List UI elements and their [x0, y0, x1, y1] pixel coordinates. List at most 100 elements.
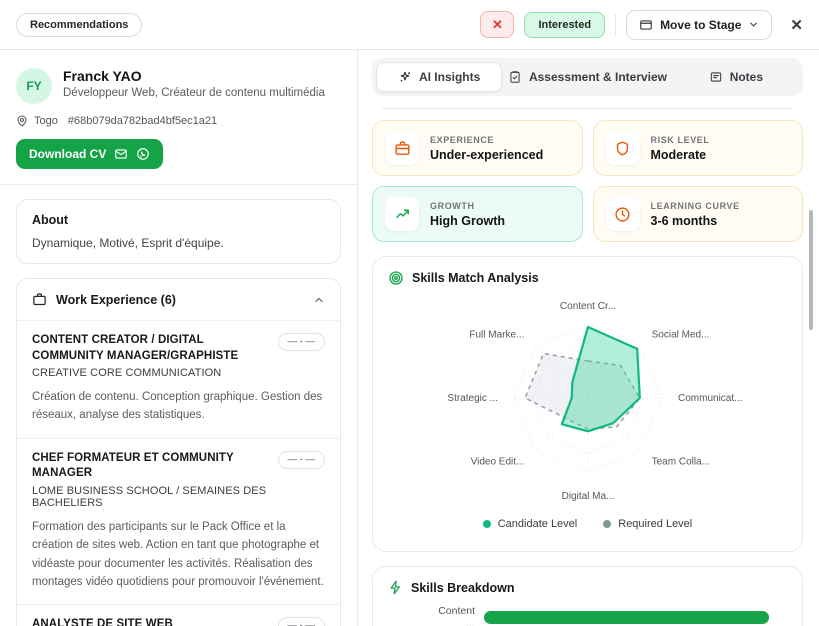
briefcase-icon — [32, 292, 47, 307]
work-entry-company: CREATIVE CORE COMMUNICATION — [32, 367, 222, 380]
mail-icon — [114, 147, 128, 161]
work-experience-card: Work Experience (6) CONTENT CREATOR / DI… — [16, 278, 341, 626]
work-entry-company: LOME BUSINESS SCHOOL / SEMAINES DES BACH… — [32, 484, 267, 509]
insight-label: EXPERIENCE — [430, 134, 495, 145]
work-entry-description: Création de contenu. Conception graphiqu… — [32, 391, 323, 422]
tab-label: Assessment & Interview — [528, 70, 668, 84]
reject-x-icon: ✕ — [492, 16, 503, 32]
legend-candidate: Candidate Level — [482, 518, 578, 530]
chevron-down-icon — [748, 19, 759, 30]
insight-value: Moderate — [650, 147, 707, 162]
candidate-name: Franck YAO — [63, 68, 142, 84]
work-experience-heading: Work Experience (6) — [56, 292, 176, 307]
candidate-title: Développeur Web, Créateur de contenu mul… — [63, 87, 325, 99]
about-card: About Dynamique, Motivé, Esprit d'équipe… — [16, 199, 341, 264]
insights-panel: AI Insights Assessment & Interview Notes — [358, 50, 819, 626]
notes-icon — [709, 70, 723, 84]
main-layout: FY Franck YAO Développeur Web, Créateur … — [0, 50, 819, 626]
candidate-id: #68b079da782bad4bf5ec1a21 — [67, 115, 218, 127]
tab-ai-insights[interactable]: AI Insights — [376, 62, 503, 92]
required-dot-icon — [603, 520, 612, 528]
chevron-up-icon[interactable] — [313, 294, 325, 306]
work-entry-title: ANALYSTE DE SITE WEB — [32, 618, 173, 626]
legend-label: Required Level — [618, 518, 693, 530]
tab-label: Notes — [729, 70, 764, 84]
radar-axis-label: Social Med... — [652, 329, 710, 340]
legend-required: Required Level — [603, 518, 692, 530]
radar-legend: Candidate Level Required Level — [388, 518, 787, 530]
about-text: Dynamique, Motivé, Esprit d'équipe. — [32, 236, 224, 250]
radar-chart: Content Cr... Social Med... Communicat... T… — [388, 286, 787, 514]
move-to-stage-label: Move to Stage — [660, 17, 742, 32]
move-to-stage-button[interactable]: Move to Stage — [626, 9, 773, 40]
risk-level-card: RISK LEVEL Moderate — [592, 120, 803, 176]
top-header: Recommendations ✕ Interested Move to Sta… — [0, 0, 819, 50]
learning-curve-card: LEARNING CURVE 3-6 months — [592, 186, 803, 242]
radar-axis-label: Full Marke... — [469, 329, 524, 340]
experience-card: EXPERIENCE Under-experienced — [372, 120, 583, 176]
radar-axis-label: Team Colla... — [652, 457, 710, 468]
about-heading: About — [32, 213, 69, 227]
profile-header: FY Franck YAO Développeur Web, Créateur … — [16, 68, 341, 104]
work-entry: CONTENT CREATOR / DIGITAL COMMUNITY MANA… — [17, 321, 340, 438]
tab-separator — [382, 108, 793, 109]
scrollbar-thumb[interactable] — [809, 210, 813, 330]
work-entry-dates: — - — — [277, 450, 325, 469]
zap-icon — [388, 580, 403, 595]
work-entry-description: Formation des participants sur le Pack O… — [32, 520, 324, 589]
avatar: FY — [16, 68, 52, 104]
skills-bars: Content ...Social M...Communic — [388, 605, 787, 626]
radar-axis-label: Content Cr... — [560, 301, 616, 312]
tab-bar: AI Insights Assessment & Interview Notes — [372, 58, 803, 96]
insight-label: LEARNING CURVE — [650, 200, 740, 211]
insight-label: GROWTH — [430, 200, 475, 211]
download-cv-label: Download CV — [29, 147, 107, 161]
work-entry-dates: — - — — [277, 333, 325, 351]
close-panel-button[interactable]: ✕ — [790, 16, 803, 34]
candidate-panel: FY Franck YAO Développeur Web, Créateur … — [0, 50, 358, 626]
legend-label: Candidate Level — [497, 518, 578, 530]
skill-bar-label: Content ... — [438, 605, 475, 626]
skills-breakdown-card: Skills Breakdown Content ...Social M...C… — [372, 566, 803, 626]
briefcase-icon — [385, 131, 419, 165]
stage-folder-icon — [639, 18, 653, 32]
radar-axis-label: Digital Ma... — [562, 491, 615, 502]
clock-icon — [605, 197, 640, 231]
skills-match-card: Skills Match Analysis Content Cr... Socia… — [372, 256, 803, 552]
work-entry: CHEF FORMATEUR ET COMMUNITY MANAGER — - … — [17, 437, 340, 605]
download-cv-button[interactable]: Download CV — [16, 139, 164, 169]
candidate-dot-icon — [482, 520, 491, 528]
insight-value: High Growth — [430, 213, 505, 228]
sparkles-icon — [398, 70, 412, 84]
insight-label: RISK LEVEL — [650, 134, 710, 145]
tab-assessment-interview[interactable]: Assessment & Interview — [502, 62, 672, 92]
radar-axis-label: Strategic ... — [447, 393, 498, 404]
skills-breakdown-title: Skills Breakdown — [411, 580, 515, 595]
insight-value: 3-6 months — [650, 213, 718, 228]
radar-axis-label: Communicat... — [678, 393, 742, 404]
insight-cards-grid: EXPERIENCE Under-experienced RISK LEVEL … — [372, 120, 803, 242]
work-entry-title: CONTENT CREATOR / DIGITAL COMMUNITY MANA… — [32, 334, 239, 362]
work-entry-dates: — - — — [277, 617, 325, 626]
insight-value: Under-experienced — [430, 147, 544, 162]
interested-button[interactable]: Interested — [524, 11, 606, 38]
recommendations-chip[interactable]: Recommendations — [16, 12, 143, 37]
target-icon — [388, 270, 404, 286]
section-divider — [0, 184, 357, 185]
radar-axis-label: Video Edit... — [471, 457, 525, 468]
header-divider — [615, 13, 617, 36]
reject-button[interactable]: ✕ — [480, 11, 515, 38]
candidate-location: Togo — [34, 115, 58, 127]
candidate-meta: Togo #68b079da782bad4bf5ec1a21 — [16, 115, 341, 127]
skills-match-title: Skills Match Analysis — [412, 271, 539, 285]
shield-icon — [605, 131, 640, 165]
work-entry: ANALYSTE DE SITE WEB — - — LOGEX TECHNOL… — [17, 604, 340, 626]
clipboard-icon — [508, 70, 522, 84]
header-actions: ✕ Interested Move to Stage ✕ — [480, 9, 803, 40]
work-experience-header[interactable]: Work Experience (6) — [17, 279, 340, 321]
tab-notes[interactable]: Notes — [673, 62, 799, 92]
growth-card: GROWTH High Growth — [372, 186, 583, 242]
work-entry-title: CHEF FORMATEUR ET COMMUNITY MANAGER — [32, 451, 234, 480]
whatsapp-icon — [136, 147, 150, 161]
trending-up-icon — [385, 197, 419, 231]
